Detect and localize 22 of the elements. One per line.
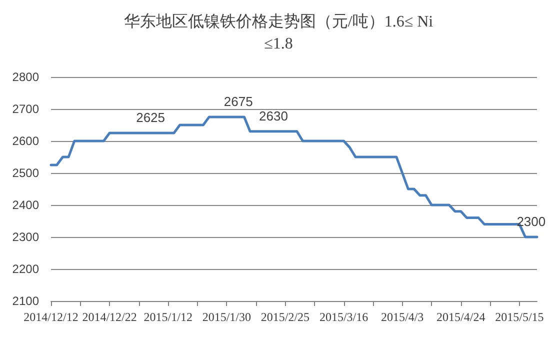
data-label: 2625 — [136, 110, 166, 125]
y-tick-label: 2200 — [12, 262, 40, 276]
x-tick-label: 2015/4/24 — [436, 310, 486, 324]
y-tick-label: 2700 — [12, 102, 40, 116]
data-label: 2630 — [259, 108, 288, 124]
y-tick-label: 2300 — [12, 230, 40, 244]
x-tick-label: 2015/2/25 — [260, 310, 310, 324]
x-tick-label: 2014/12/22 — [82, 310, 137, 324]
y-tick-label: 2800 — [12, 70, 40, 84]
y-tick-label: 2500 — [12, 166, 40, 180]
x-tick-label: 2015/5/15 — [495, 310, 544, 324]
x-tick-label: 2015/4/3 — [380, 310, 424, 324]
x-tick-label: 2014/12/12 — [24, 310, 78, 324]
data-label: 2675 — [224, 94, 253, 109]
y-tick-label: 2600 — [12, 134, 40, 148]
y-tick-label: 2100 — [12, 294, 40, 308]
y-tick-label: 2400 — [12, 198, 40, 212]
data-label: 2300 — [516, 214, 546, 229]
x-tick-label: 2015/1/12 — [144, 310, 192, 324]
chart-title: 华东地区低镍铁价格走势图（元/吨）1.6≤ Ni ≤1.8 — [124, 12, 434, 52]
x-tick-label: 2015/1/30 — [202, 310, 251, 324]
x-tick-label: 2015/3/16 — [319, 310, 368, 324]
